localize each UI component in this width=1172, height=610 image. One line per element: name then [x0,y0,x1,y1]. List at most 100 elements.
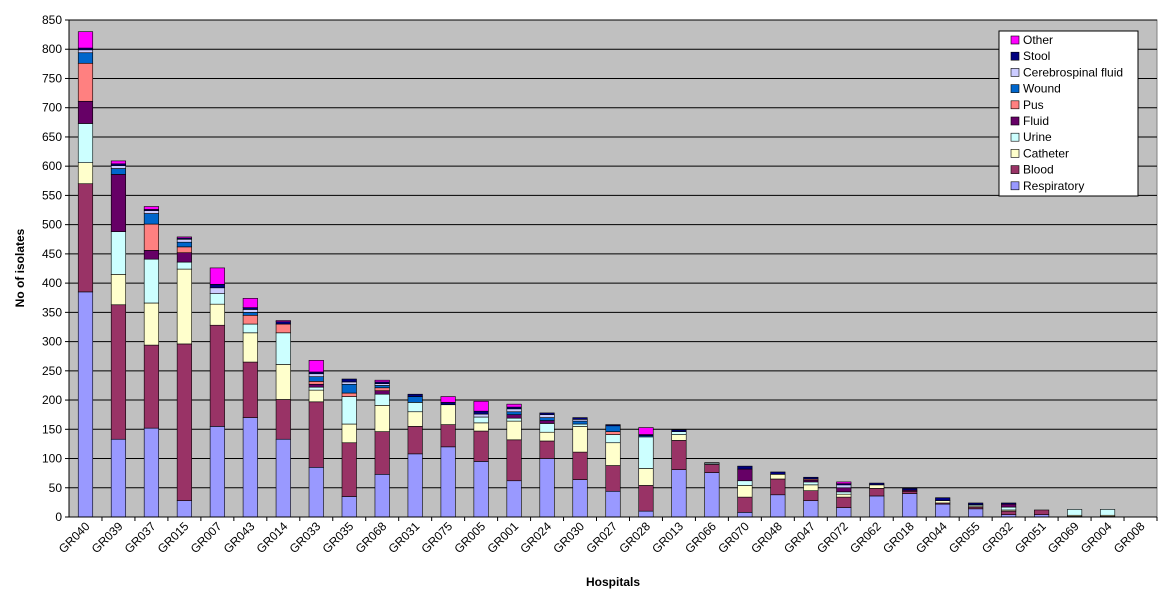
bar-segment [143,206,159,210]
bar-segment [869,484,885,489]
bar-segment [341,396,357,425]
bar-segment [572,423,588,427]
bar-segment [275,323,291,334]
bar-segment [242,314,258,325]
x-axis-title: Hospitals [586,575,640,589]
legend-swatch [1010,68,1020,77]
bar-segment [836,491,852,495]
bar-segment [209,283,225,289]
bar-segment [671,431,687,435]
legend-swatch [1010,35,1020,45]
bar-segment [77,162,94,185]
bar-segment [671,429,687,432]
x-tick-label: GR070 [715,519,752,556]
bar-segment [308,466,324,518]
bar-segment [209,287,225,294]
bar-segment [473,430,489,462]
bar-segment [341,381,357,385]
y-tick-label: 0 [55,510,62,524]
bar-segment [374,474,390,518]
bar-segment [506,414,522,419]
y-tick-label: 500 [42,218,62,232]
bar-segment [671,440,687,470]
x-tick-label: GR040 [56,519,93,556]
y-tick-label: 550 [42,188,62,202]
bar-segment [803,476,819,480]
bar-segment [143,213,159,225]
bar-segment [242,417,258,518]
bar-segment [440,396,456,403]
bar-segment [605,490,621,518]
x-tick-label: GR024 [517,519,554,556]
legend: Other Stool Cerebrospinal fluid Wound Pus Flu… [998,30,1139,197]
y-tick-label: 850 [42,13,62,27]
bar-segment [440,402,456,406]
x-tick-label: GR069 [1045,519,1082,556]
bar-segment [407,402,423,413]
bar-segment [869,495,885,518]
bar-segment [275,399,291,440]
bar-segment [737,480,753,486]
legend-swatch [1010,181,1020,191]
bar-segment [572,426,588,453]
x-tick-label: GR031 [386,519,423,556]
bar-segment [572,479,588,518]
bar-segment [506,420,522,441]
bar-segment [407,396,423,403]
legend-swatch [1010,149,1020,158]
bar-segment [737,496,753,513]
bar-segment [539,431,555,442]
bar-segment [77,62,94,102]
y-tick-label: 800 [42,42,62,56]
gridlines [69,19,1157,489]
bar-segment [1001,502,1017,505]
bar-segment [539,414,555,418]
y-tick-label: 750 [42,71,62,85]
x-tick-label: GR062 [847,519,884,556]
bar-segment [704,462,720,464]
x-tick-label: GR044 [913,519,950,556]
bar-segment [539,440,555,459]
bar-segment [242,361,258,418]
x-tick-label: GR018 [880,519,917,556]
bar-segment [473,410,489,415]
bar-segment [176,343,192,501]
x-tick-label: GR055 [946,519,983,556]
bar-segment [473,422,489,432]
bar-segment [539,420,555,424]
bar-segment [605,465,621,492]
bar-segment [110,160,127,165]
bar-segment [209,426,225,518]
bar-segment [803,484,819,491]
bar-segment [869,482,885,486]
bar-segment [374,405,390,432]
bar-segment [638,485,654,512]
bar-segment [374,387,390,392]
bar-segment [440,404,456,425]
bar-segment [506,417,522,422]
bar-segment [605,425,621,432]
legend-label: Catheter [1023,146,1069,160]
bar-segment [737,465,753,470]
bar-segment [1001,503,1017,508]
x-tick-label: GR013 [649,519,686,556]
bar-segment [77,183,94,293]
x-tick-label: GR015 [155,519,192,556]
x-tick-label: GR066 [682,519,719,556]
bar-segment [638,510,654,518]
bar-segment [209,324,225,427]
bar-segment [110,174,127,232]
bar-segment [869,488,885,497]
y-tick-label: 50 [49,481,63,495]
bar-segment [77,123,94,163]
bar-segment [242,309,258,313]
bar-segment [110,304,127,440]
bar-segment [176,238,192,243]
y-tick-label: 600 [42,159,62,173]
y-tick-label: 350 [42,305,62,319]
bar-segment [341,423,357,444]
bar-segment [902,488,918,491]
bar-segment [572,417,588,420]
bar-segment [737,468,753,482]
bar-segment [374,431,390,475]
